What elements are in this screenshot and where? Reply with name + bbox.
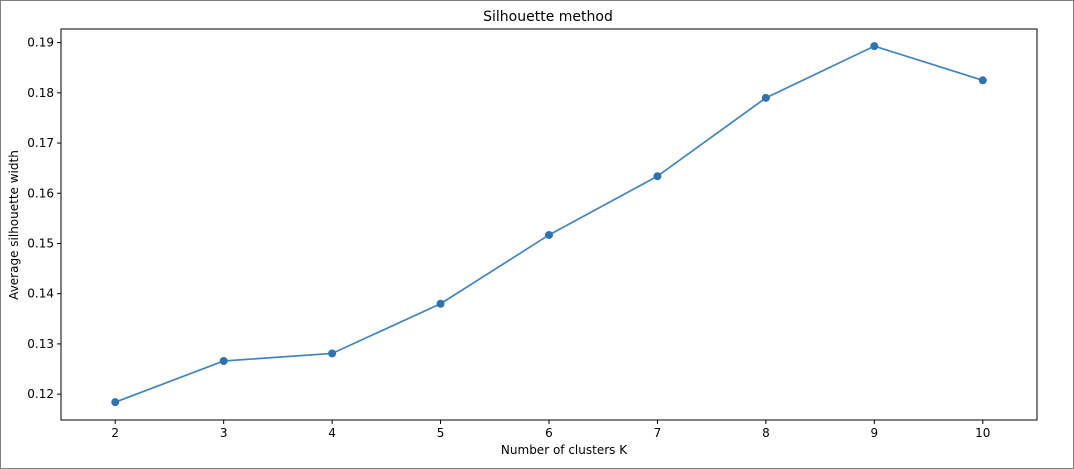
data-point bbox=[545, 230, 553, 239]
x-tick-label: 8 bbox=[762, 426, 770, 440]
x-tick-label: 3 bbox=[220, 426, 228, 440]
data-point bbox=[978, 76, 987, 85]
data-point bbox=[328, 349, 337, 358]
series-line bbox=[114, 45, 984, 403]
data-point bbox=[219, 356, 228, 365]
y-tick-label: 0.18 bbox=[27, 86, 54, 100]
x-tick-label: 10 bbox=[975, 426, 990, 440]
y-tick-label: 0.14 bbox=[27, 287, 54, 301]
plot-area: 2 3 4 5 6 7 8 9 10 0.12 0.13 0.14 0.15 0.16 0.17 0.18 0.… bbox=[27, 28, 1038, 440]
y-tick-label: 0.16 bbox=[27, 186, 54, 200]
x-tick-label: 5 bbox=[437, 426, 445, 440]
y-tick-label: 0.12 bbox=[27, 387, 54, 401]
plot-border bbox=[60, 28, 1038, 421]
y-tick-label: 0.17 bbox=[27, 136, 54, 150]
y-axis-label: Average silhouette width bbox=[7, 150, 21, 300]
data-point bbox=[436, 299, 445, 308]
y-tick-label: 0.19 bbox=[27, 36, 54, 50]
x-tick-label: 2 bbox=[111, 426, 119, 440]
x-tick-label: 9 bbox=[871, 426, 879, 440]
data-point bbox=[870, 42, 879, 51]
x-axis-label: Number of clusters K bbox=[501, 443, 628, 457]
data-point bbox=[761, 93, 770, 102]
chart-title: Silhouette method bbox=[483, 9, 613, 25]
x-tick-label: 4 bbox=[328, 426, 336, 440]
data-point bbox=[653, 172, 662, 181]
x-tick-label: 6 bbox=[545, 426, 553, 440]
y-tick-label: 0.15 bbox=[27, 236, 54, 250]
x-tick-label: 7 bbox=[654, 426, 662, 440]
data-point bbox=[111, 398, 120, 407]
y-tick-label: 0.13 bbox=[27, 337, 54, 351]
